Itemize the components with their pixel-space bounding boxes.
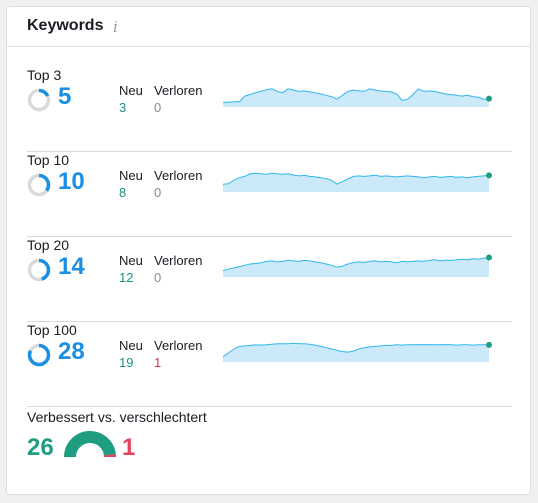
keyword-row-top3: Top 3 5 Neu Verloren 3 0 [27,67,512,152]
lost-label: Verloren [154,253,203,268]
new-label: Neu [119,168,143,183]
ring-progress-icon [27,258,51,282]
trend-sparkline[interactable] [223,332,498,366]
lost-label: Verloren [154,168,203,183]
info-icon[interactable]: i [113,18,118,36]
sparkline-endpoint [486,172,492,179]
lost-count[interactable]: 0 [154,185,162,200]
new-count[interactable]: 19 [119,355,134,370]
sparkline-endpoint [486,254,492,261]
keyword-count[interactable]: 10 [58,168,85,195]
ring-progress-icon [27,343,51,367]
row-label: Top 10 [27,152,70,168]
improved-count[interactable]: 26 [27,434,54,461]
lost-label: Verloren [154,338,203,353]
ring-fill [27,258,51,282]
trend-sparkline[interactable] [223,162,498,196]
sparkline-endpoint [486,341,492,348]
keyword-row-top100: Top 100 28 Neu Verloren 19 1 [27,322,512,407]
sparkline-line [223,172,490,185]
worsened-count[interactable]: 1 [122,434,136,461]
new-label: Neu [119,83,143,98]
sparkline-line [223,257,490,271]
improved-vs-worsened-gauge [64,431,116,458]
lost-count[interactable]: 1 [154,355,162,370]
trend-sparkline[interactable] [223,247,498,281]
sparkline-line [223,342,489,358]
keyword-count[interactable]: 28 [58,338,85,365]
sparkline-area [223,257,489,277]
ring-progress-icon [27,173,51,197]
lost-count[interactable]: 0 [154,100,162,115]
row-label: Top 3 [27,67,62,83]
ring-fill [27,173,51,197]
new-label: Neu [119,338,143,353]
keyword-row-top10: Top 10 10 Neu Verloren 8 0 [27,152,512,237]
lost-count[interactable]: 0 [154,270,162,285]
lost-label: Verloren [154,83,203,98]
new-count[interactable]: 8 [119,185,127,200]
keyword-count[interactable]: 5 [58,83,72,110]
ring-fill [27,343,51,367]
new-label: Neu [119,253,143,268]
improved-vs-worsened-label: Verbessert vs. verschlechtert [27,409,207,425]
trend-sparkline[interactable] [223,77,498,111]
widget-header: Keywords i [7,7,530,47]
keywords-widget: Keywords i Top 3 5 Neu Verloren 3 0 Top 10 10 Ne… [6,6,531,495]
sparkline-endpoint [486,95,492,102]
sparkline-area [223,88,489,107]
ring-progress-icon [27,88,51,112]
keyword-row-top20: Top 20 14 Neu Verloren 12 0 [27,237,512,322]
new-count[interactable]: 12 [119,270,134,285]
ring-fill [27,88,51,112]
gauge-improved-arc [64,431,116,458]
sparkline-line [223,88,490,103]
widget-title: Keywords [27,17,104,34]
new-count[interactable]: 3 [119,100,127,115]
row-label: Top 20 [27,237,70,253]
row-label: Top 100 [27,322,77,338]
keyword-count[interactable]: 14 [58,253,85,280]
sparkline-area [223,343,489,362]
